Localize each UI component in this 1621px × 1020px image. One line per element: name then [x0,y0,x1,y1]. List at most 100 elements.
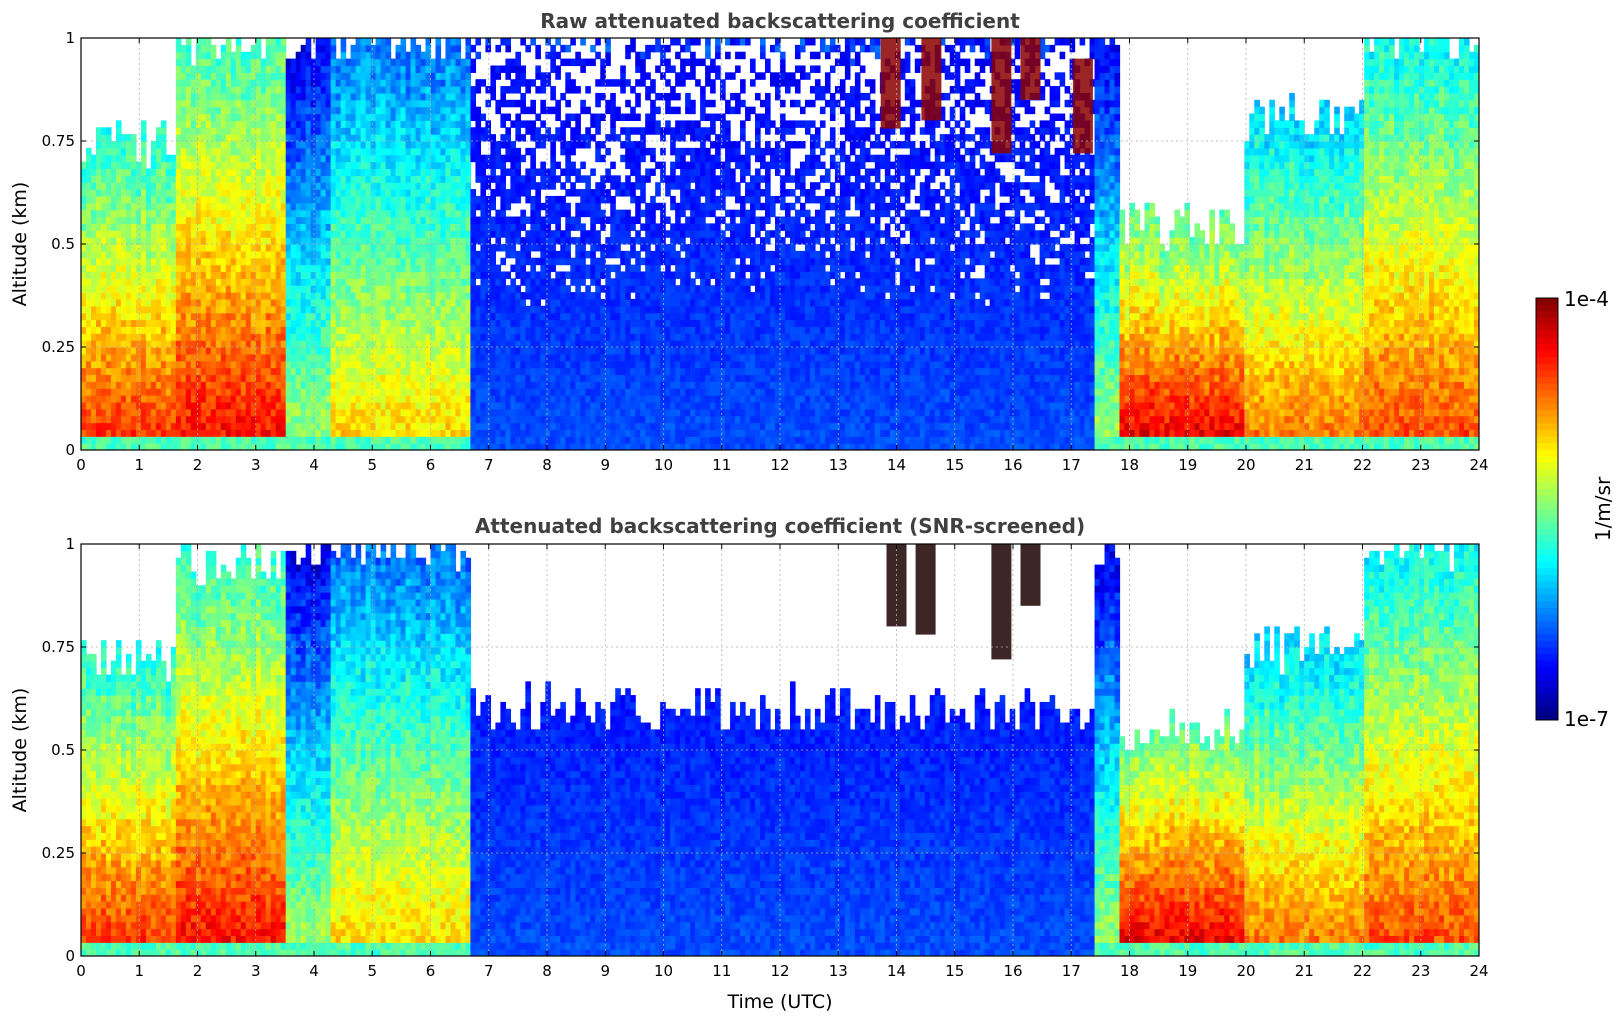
heatmap-cell [195,223,202,231]
heatmap-cell [205,86,212,94]
heatmap-cell [115,298,122,307]
heatmap-cell [130,175,137,183]
heatmap-cell [305,209,312,218]
heatmap-cell [450,175,457,183]
heatmap-cell [430,202,437,211]
heatmap-cell [185,79,192,87]
heatmap-cell [125,422,132,430]
heatmap-cell [385,319,392,327]
heatmap-cell [105,147,112,156]
heatmap-cell [100,443,107,450]
heatmap-cell [215,319,222,327]
heatmap-cell [185,189,192,197]
heatmap-cell [330,347,337,355]
heatmap-cell [330,333,337,341]
heatmap-cell [400,264,407,273]
heatmap-cell [410,202,417,211]
heatmap-cell [410,292,417,300]
heatmap-cell [445,175,452,183]
heatmap-cell [440,92,447,101]
heatmap-cell [370,326,377,334]
heatmap-cell [90,161,97,170]
heatmap-cell [535,367,541,376]
heatmap-cell [430,237,437,245]
heatmap-cell [415,292,422,300]
heatmap-cell [200,99,207,108]
heatmap-cell [200,257,207,266]
heatmap-cell [210,312,217,321]
heatmap-cell [205,72,212,80]
heatmap-cell [270,51,277,60]
heatmap-cell [335,195,342,204]
heatmap-cell [410,195,417,204]
heatmap-cell [305,79,312,87]
heatmap-cell [510,374,516,382]
heatmap-cell [230,92,237,101]
heatmap-cell [230,443,237,450]
heatmap-cell [330,408,337,417]
heatmap-cell [285,292,292,300]
heatmap-cell [365,230,372,238]
heatmap-cell [185,202,192,211]
heatmap-cell [280,182,287,190]
heatmap-cell [315,388,322,396]
heatmap-cell [340,374,347,382]
heatmap-cell [140,278,147,286]
heatmap-cell [405,422,412,430]
heatmap-cell [245,141,252,149]
heatmap-cell [85,257,92,266]
heatmap-cell [125,443,132,450]
heatmap-cell [100,340,107,348]
heatmap-cell [340,168,347,176]
heatmap-cell [225,244,232,252]
heatmap-cell [320,292,327,300]
heatmap-cell [395,326,402,334]
heatmap-cell [220,120,227,128]
heatmap-cell [450,44,457,53]
heatmap-cell [310,195,317,204]
heatmap-cell [385,120,392,128]
heatmap-cell [285,230,292,238]
heatmap-cell [485,216,492,224]
heatmap-cell [250,99,257,108]
heatmap-cell [335,388,342,396]
heatmap-cell [145,182,152,190]
heatmap-cell [275,333,282,341]
heatmap-cell [420,134,427,142]
heatmap-cell [185,38,192,46]
heatmap-cell [240,250,247,259]
heatmap-cell [380,209,387,218]
heatmap-cell [275,422,282,430]
heatmap-cell [475,38,482,46]
heatmap-cell [520,244,526,252]
heatmap-cell [475,285,482,293]
heatmap-cell [440,443,447,450]
heatmap-cell [370,106,377,115]
heatmap-cell [475,141,482,149]
heatmap-cell [150,271,157,279]
heatmap-cell [305,401,312,410]
heatmap-cell [280,51,287,60]
heatmap-cell [375,147,382,156]
heatmap-cell [460,415,467,424]
heatmap-cell [360,79,367,87]
heatmap-cell [510,230,516,238]
heatmap-cell [305,202,312,211]
heatmap-cell [360,360,367,369]
heatmap-cell [530,216,536,224]
heatmap-cell [110,443,117,450]
heatmap-cell [445,86,452,94]
heatmap-cell [95,250,102,259]
heatmap-cell [205,113,212,121]
heatmap-cell [190,443,197,450]
heatmap-cell [275,374,282,382]
heatmap-cell [390,443,397,450]
heatmap-cell [185,360,192,369]
heatmap-cell [125,319,132,327]
heatmap-cell [260,408,267,417]
heatmap-cell [450,298,457,307]
heatmap-cell [520,237,526,245]
heatmap-cell [200,127,207,135]
heatmap-cell [120,312,127,321]
heatmap-cell [81,429,87,437]
